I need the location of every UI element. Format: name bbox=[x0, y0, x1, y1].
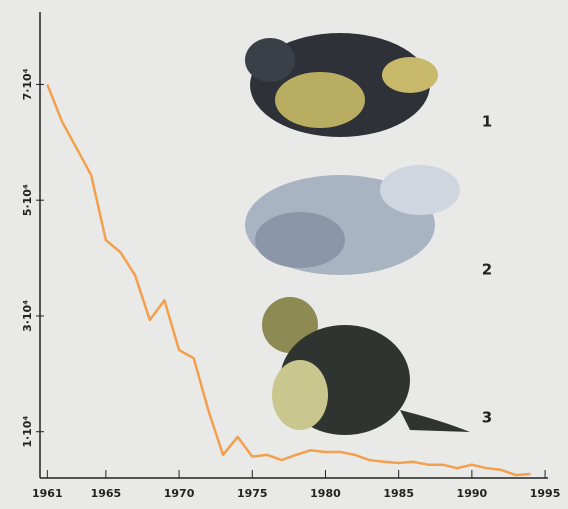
y-tick-label: 1·10⁴ bbox=[21, 416, 34, 448]
x-tick-label: 1965 bbox=[91, 487, 122, 500]
x-tick-label: 1975 bbox=[237, 487, 268, 500]
data-line bbox=[46, 83, 531, 477]
x-tick-label: 1970 bbox=[164, 487, 195, 500]
x-tick-label: 1980 bbox=[310, 487, 341, 500]
x-tick-label: 1985 bbox=[383, 487, 414, 500]
marmot-illustration-3 bbox=[262, 297, 470, 435]
illustration-number: 1 bbox=[482, 113, 492, 131]
y-tick-label: 7·10⁴ bbox=[21, 68, 34, 100]
y-tick-label: 5·10⁴ bbox=[21, 184, 34, 216]
x-tick-label: 1961 bbox=[32, 487, 63, 500]
illustration-number: 2 bbox=[482, 261, 492, 279]
x-tick-label: 1990 bbox=[457, 487, 488, 500]
marmot-illustration-2 bbox=[245, 165, 460, 275]
x-tick-label: 1995 bbox=[530, 487, 561, 500]
y-tick-label: 3·10⁴ bbox=[21, 300, 34, 332]
illustration-number: 3 bbox=[482, 409, 492, 427]
marmot-illustration-1 bbox=[245, 33, 438, 137]
